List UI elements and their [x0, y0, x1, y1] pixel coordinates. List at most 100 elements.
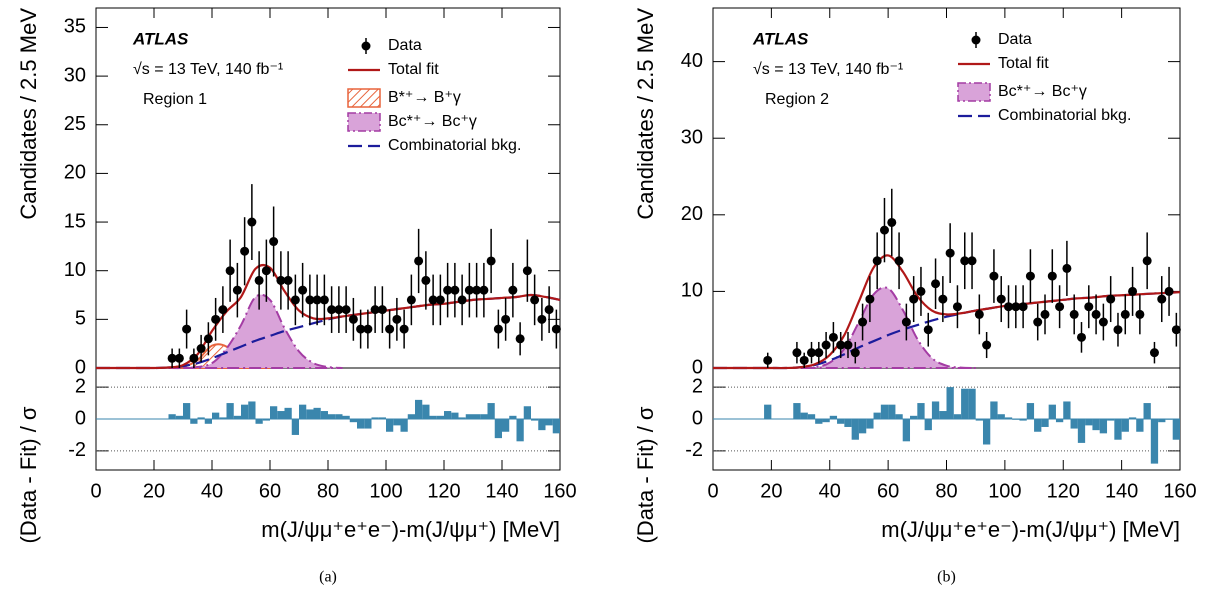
data-point	[196, 344, 206, 354]
y-tick-label: 0	[692, 356, 703, 378]
data-point	[443, 285, 453, 295]
data-point	[996, 294, 1006, 304]
data-point	[1025, 271, 1035, 281]
residual-bar	[793, 403, 801, 419]
residual-bar	[1128, 417, 1137, 419]
x-tick-label: 60	[259, 480, 281, 502]
data-point	[493, 324, 503, 334]
data-point	[1011, 302, 1021, 312]
residual-bar	[1107, 419, 1115, 421]
residual-bar	[183, 403, 191, 419]
residual-bar	[1004, 417, 1013, 419]
experiment-label: ATLAS	[752, 29, 809, 48]
residual-bar	[552, 419, 560, 434]
residual-bar	[190, 419, 198, 424]
data-point	[399, 324, 409, 334]
residual-bar	[1048, 404, 1056, 419]
residual-bar	[349, 419, 357, 423]
legend-symbol	[347, 112, 381, 132]
residual-bar	[807, 414, 816, 419]
legend-label: Data	[998, 31, 1032, 48]
residual-bar	[415, 399, 423, 419]
data-point	[814, 348, 824, 358]
residual-bar	[538, 419, 546, 431]
residual-bar	[895, 414, 903, 419]
data-point	[312, 295, 322, 305]
data-point	[989, 271, 999, 281]
data-point	[414, 256, 424, 266]
data-point	[327, 305, 337, 315]
y-tick-label: 40	[681, 50, 703, 72]
x-tick-label: 140	[1105, 480, 1138, 502]
residual-y-tick-label: 2	[75, 375, 86, 397]
residual-y-tick-label: 0	[692, 407, 703, 429]
residual-bar	[291, 419, 299, 435]
data-point	[792, 348, 802, 358]
data-point	[967, 256, 977, 266]
data-point	[974, 309, 984, 319]
x-tick-label: 0	[90, 480, 101, 502]
data-point	[435, 295, 445, 305]
legend-symbol	[361, 41, 371, 51]
legend-label: Bc*⁺→ Bc⁺γ	[998, 83, 1087, 100]
residual-bar	[873, 412, 881, 419]
residual-bar	[306, 409, 314, 419]
data-point	[836, 340, 846, 350]
residual-bar	[226, 403, 234, 419]
residual-bar	[1055, 419, 1064, 423]
x-tick-label: 120	[427, 480, 460, 502]
caption: (a)	[319, 569, 337, 586]
residual-bar	[241, 404, 249, 419]
data-point	[1055, 302, 1065, 312]
residual-bar	[975, 419, 983, 421]
residual-bar	[480, 414, 488, 419]
data-point	[1128, 286, 1138, 296]
residual-bar	[509, 415, 517, 419]
data-point	[1149, 348, 1159, 358]
data-point	[1164, 286, 1174, 296]
data-point	[283, 275, 293, 285]
residual-bar	[233, 415, 241, 419]
residual-bar	[407, 414, 415, 419]
residual-bar	[270, 406, 278, 419]
residual-bar	[902, 419, 911, 442]
y-tick-label: 15	[64, 210, 86, 232]
residual-bar	[939, 411, 947, 419]
data-point	[290, 295, 300, 305]
residual-bar	[822, 419, 830, 423]
data-point	[1076, 332, 1086, 342]
data-point	[1171, 325, 1181, 335]
residual-bar	[342, 415, 350, 419]
residual-bar	[888, 404, 896, 419]
residual-y-tick-label: -2	[68, 439, 86, 461]
data-point	[916, 286, 926, 296]
residual-bar	[320, 411, 328, 419]
data-point	[1098, 317, 1108, 327]
residual-bar	[494, 419, 502, 439]
residual-bar	[197, 417, 205, 419]
energy-label: √s = 13 TeV, 140 fb⁻¹	[753, 61, 903, 78]
data-point	[203, 334, 213, 344]
legend-label: Combinatorial bkg.	[388, 137, 521, 154]
data-point	[457, 295, 467, 305]
residual-bar	[335, 414, 343, 419]
data-point	[879, 225, 889, 235]
residual-bar	[961, 388, 969, 419]
residual-bar	[255, 419, 263, 424]
x-axis-label: m(J/ψμ⁺e⁺e⁻)-m(J/ψμ⁺) [MeV]	[261, 517, 560, 542]
y-tick-label: 10	[64, 259, 86, 281]
residual-bar	[313, 407, 321, 419]
residual-bar	[1034, 419, 1042, 432]
y-tick-label: 20	[64, 162, 86, 184]
data-point	[356, 324, 366, 334]
x-tick-label: 160	[1163, 480, 1196, 502]
data-point	[247, 217, 257, 227]
residual-bar	[168, 414, 176, 419]
residual-bar	[829, 415, 838, 419]
residual-bar	[858, 419, 867, 434]
y-tick-label: 30	[681, 126, 703, 148]
residual-bar	[378, 417, 386, 419]
data-point	[1004, 302, 1014, 312]
residual-bar	[1019, 419, 1027, 421]
residual-bar	[458, 417, 466, 419]
